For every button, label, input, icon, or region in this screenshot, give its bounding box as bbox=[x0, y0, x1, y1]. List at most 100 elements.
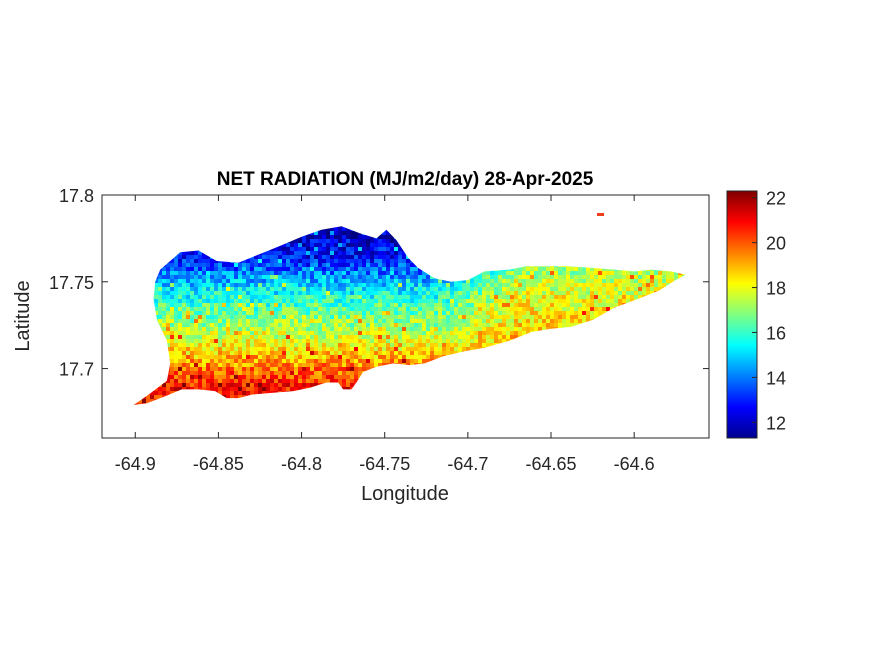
field-cell bbox=[458, 319, 462, 323]
field-cell bbox=[278, 287, 282, 291]
field-cell bbox=[654, 271, 658, 275]
field-cell bbox=[438, 299, 442, 303]
field-cell bbox=[606, 287, 610, 291]
field-cell bbox=[598, 299, 602, 303]
field-cell bbox=[210, 319, 214, 323]
field-cell bbox=[254, 307, 258, 311]
field-cell bbox=[574, 295, 578, 299]
field-cell bbox=[638, 279, 642, 283]
field-cell bbox=[402, 291, 406, 295]
field-cell bbox=[558, 287, 562, 291]
field-cell bbox=[522, 279, 526, 283]
field-cell bbox=[518, 295, 522, 299]
field-cell bbox=[234, 307, 238, 311]
field-cell bbox=[282, 323, 286, 327]
field-cell bbox=[178, 271, 182, 275]
field-cell bbox=[234, 291, 238, 295]
field-cell bbox=[502, 287, 506, 291]
field-cell bbox=[366, 235, 370, 239]
field-cell bbox=[582, 287, 586, 291]
field-cell bbox=[614, 291, 618, 295]
field-cell bbox=[502, 295, 506, 299]
field-cell bbox=[574, 299, 578, 303]
field-cell bbox=[322, 279, 326, 283]
field-cell bbox=[186, 299, 190, 303]
field-cell bbox=[346, 227, 350, 231]
field-cell bbox=[258, 311, 262, 315]
field-cell bbox=[358, 311, 362, 315]
field-cell bbox=[214, 263, 218, 267]
field-cell bbox=[322, 243, 326, 247]
field-cell bbox=[330, 299, 334, 303]
field-cell bbox=[274, 287, 278, 291]
field-cell bbox=[610, 283, 614, 287]
field-cell bbox=[402, 295, 406, 299]
field-cell bbox=[394, 251, 398, 255]
field-cell bbox=[298, 247, 302, 251]
field-cell bbox=[254, 263, 258, 267]
field-cell bbox=[218, 299, 222, 303]
field-cell bbox=[426, 311, 430, 315]
field-cell bbox=[378, 283, 382, 287]
field-cell bbox=[350, 231, 354, 235]
field-cell bbox=[194, 303, 198, 307]
field-cell bbox=[226, 267, 230, 271]
field-cell bbox=[650, 275, 654, 279]
field-cell bbox=[454, 291, 458, 295]
field-cell bbox=[270, 307, 274, 311]
field-cell bbox=[238, 291, 242, 295]
field-cell bbox=[182, 283, 186, 287]
field-cell bbox=[574, 315, 578, 319]
field-cell bbox=[290, 255, 294, 259]
field-cell bbox=[318, 267, 322, 271]
field-cell bbox=[230, 323, 234, 327]
field-cell bbox=[178, 279, 182, 283]
field-cell bbox=[654, 279, 658, 283]
field-cell bbox=[186, 283, 190, 287]
field-cell bbox=[334, 267, 338, 271]
field-cell bbox=[554, 287, 558, 291]
field-cell bbox=[198, 279, 202, 283]
field-cell bbox=[170, 311, 174, 315]
field-cell bbox=[298, 263, 302, 267]
field-cell bbox=[426, 287, 430, 291]
field-cell bbox=[266, 271, 270, 275]
field-cell bbox=[238, 315, 242, 319]
field-cell bbox=[390, 263, 394, 267]
field-cell bbox=[182, 323, 186, 327]
field-cell bbox=[438, 311, 442, 315]
field-cell bbox=[278, 267, 282, 271]
field-cell bbox=[294, 295, 298, 299]
field-cell bbox=[262, 259, 266, 263]
field-cell bbox=[414, 319, 418, 323]
field-cell bbox=[430, 275, 434, 279]
field-cell bbox=[338, 231, 342, 235]
field-cell bbox=[486, 283, 490, 287]
field-cell bbox=[370, 279, 374, 283]
field-cell bbox=[382, 303, 386, 307]
field-cell bbox=[194, 271, 198, 275]
field-cell bbox=[154, 279, 158, 283]
field-cell bbox=[646, 283, 650, 287]
field-cell bbox=[570, 283, 574, 287]
field-cell bbox=[406, 319, 410, 323]
field-cell bbox=[458, 279, 462, 283]
field-cell bbox=[338, 295, 342, 299]
field-cell bbox=[198, 251, 202, 255]
field-cell bbox=[194, 287, 198, 291]
field-cell bbox=[270, 287, 274, 291]
field-cell bbox=[334, 279, 338, 283]
field-cell bbox=[646, 287, 650, 291]
field-cell bbox=[286, 319, 290, 323]
field-cell bbox=[406, 315, 410, 319]
field-cell bbox=[486, 303, 490, 307]
field-cell bbox=[550, 291, 554, 295]
field-cell bbox=[270, 323, 274, 327]
field-cell bbox=[366, 271, 370, 275]
field-cell bbox=[374, 291, 378, 295]
field-cell bbox=[390, 251, 394, 255]
field-cell bbox=[306, 235, 310, 239]
field-cell bbox=[298, 243, 302, 247]
field-cell bbox=[562, 295, 566, 299]
field-cell bbox=[322, 255, 326, 259]
